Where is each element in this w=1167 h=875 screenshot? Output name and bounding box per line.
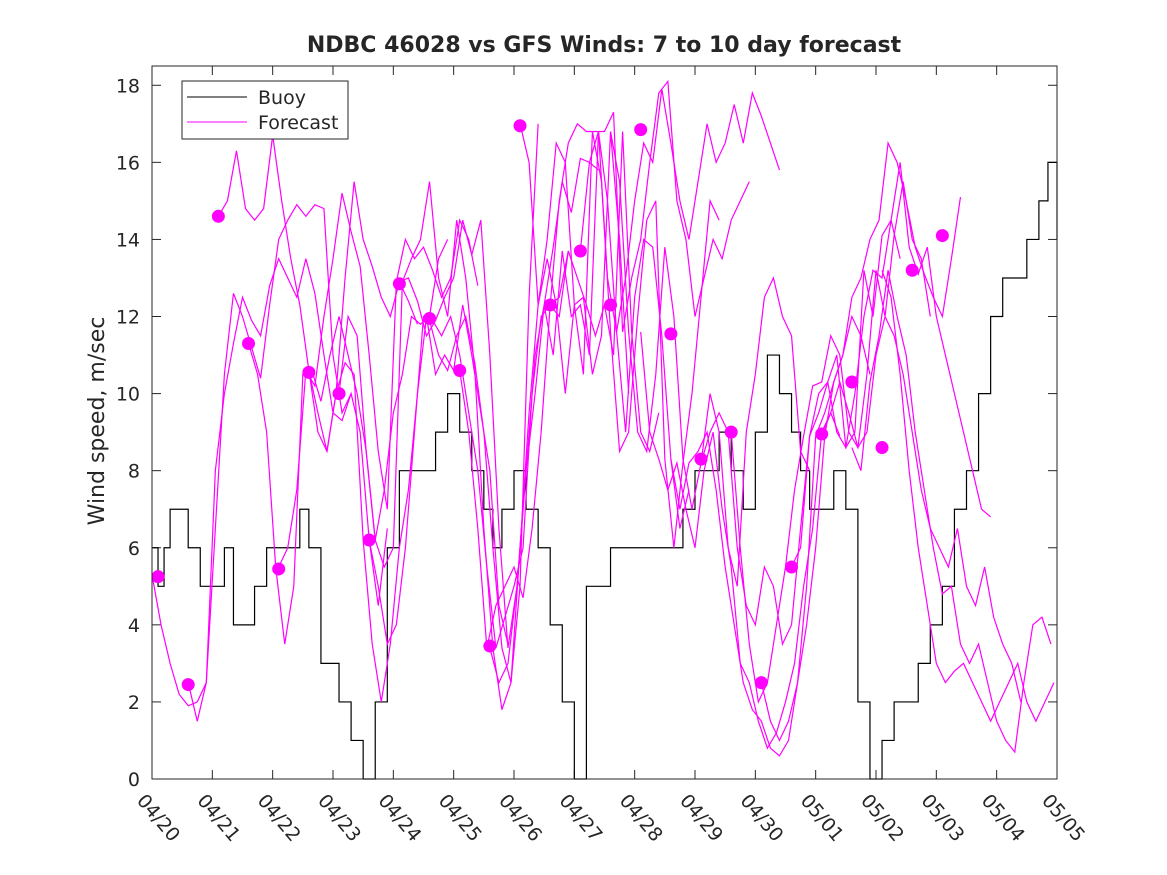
- y-tick-label: 6: [128, 538, 140, 560]
- forecast-marker: [302, 365, 316, 379]
- forecast-line-5: [278, 193, 479, 568]
- forecast-marker: [664, 327, 678, 341]
- forecast-marker: [785, 560, 799, 574]
- y-tick-label: 18: [116, 75, 140, 97]
- forecast-line-3: [217, 135, 419, 452]
- plot-area: [152, 66, 1057, 779]
- forecast-marker: [242, 336, 256, 350]
- forecast-line-22: [790, 162, 992, 568]
- forecast-marker: [724, 425, 738, 439]
- forecast-line-9: [399, 157, 599, 649]
- forecast-marker: [332, 387, 346, 401]
- legend-forecast-label: Forecast: [258, 112, 338, 134]
- forecast-series-group: [151, 79, 1055, 757]
- legend-buoy-label: Buoy: [258, 87, 306, 109]
- forecast-marker: [875, 441, 889, 455]
- forecast-line-13: [519, 123, 720, 548]
- forecast-markers: [151, 119, 949, 692]
- legend: Buoy Forecast: [181, 80, 349, 140]
- y-tick-label: 14: [116, 229, 140, 251]
- forecast-marker: [905, 263, 919, 277]
- forecast-line-2: [187, 257, 388, 722]
- forecast-line-24: [851, 270, 1052, 754]
- forecast-line-23: [821, 314, 1022, 703]
- forecast-line-19: [700, 220, 901, 647]
- y-tick-labels: 0 2 4 6 8 10 12 14 16 18: [116, 75, 140, 791]
- forecast-marker: [211, 209, 225, 223]
- y-axis-label: Wind speed, m/sec: [85, 317, 110, 526]
- forecast-marker: [634, 123, 648, 137]
- y-tick-label: 12: [116, 307, 140, 329]
- forecast-line-20: [730, 181, 931, 704]
- forecast-marker: [604, 298, 618, 312]
- forecast-marker: [181, 678, 195, 692]
- forecast-line-10: [428, 131, 630, 683]
- forecast-line-14: [549, 79, 750, 333]
- forecast-line-7: [338, 123, 539, 710]
- forecast-marker: [845, 375, 859, 389]
- forecast-marker: [483, 639, 497, 653]
- y-tick-label: 0: [128, 769, 140, 791]
- forecast-marker: [935, 229, 949, 243]
- y-tick-label: 4: [128, 615, 140, 637]
- forecast-line-21: [760, 140, 962, 742]
- forecast-marker: [543, 298, 557, 312]
- legend-box: [181, 80, 349, 140]
- y-tick-label: 8: [128, 461, 140, 483]
- forecast-line-8: [368, 250, 569, 649]
- y-tick-label: 16: [116, 152, 140, 174]
- forecast-marker: [151, 570, 165, 584]
- forecast-line-4: [247, 239, 449, 645]
- forecast-marker: [362, 533, 376, 547]
- forecast-marker: [573, 244, 587, 258]
- forecast-line-25: [881, 270, 1055, 723]
- y-tick-label: 10: [116, 384, 140, 406]
- forecast-marker: [392, 277, 406, 291]
- forecast-marker: [513, 119, 527, 133]
- forecast-marker: [694, 452, 708, 466]
- forecast-marker: [815, 427, 829, 441]
- forecast-marker: [754, 676, 768, 690]
- forecast-marker: [453, 363, 467, 377]
- forecast-line-11: [459, 131, 660, 649]
- forecast-marker: [272, 562, 286, 576]
- plot-frame: [151, 65, 1058, 780]
- forecast-line-12: [489, 131, 690, 685]
- forecast-line-16: [609, 131, 811, 587]
- chart-title: NDBC 46028 vs GFS Winds: 7 to 10 day for…: [307, 33, 902, 58]
- forecast-marker: [423, 311, 437, 325]
- forecast-line-15: [579, 89, 781, 333]
- y-tick-label: 2: [128, 692, 140, 714]
